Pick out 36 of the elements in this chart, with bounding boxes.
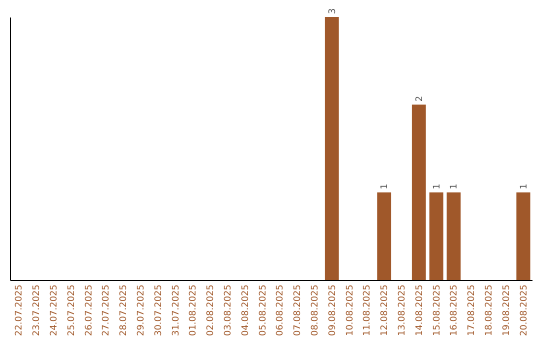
- data-label: 1: [450, 184, 460, 190]
- data-label: 1: [432, 184, 442, 190]
- x-tick-label: 19.08.2025: [502, 284, 512, 336]
- data-label: 1: [380, 184, 390, 190]
- x-tick-label: 23.07.2025: [32, 284, 42, 336]
- x-tick-label: 27.07.2025: [102, 284, 112, 336]
- x-tick-label: 20.08.2025: [519, 284, 530, 336]
- x-tick-label: 05.08.2025: [258, 284, 268, 336]
- x-tick-label: 26.07.2025: [84, 284, 94, 336]
- x-tick-label: 29.07.2025: [136, 284, 146, 336]
- x-tick-label: 12.08.2025: [380, 284, 390, 336]
- x-tick-label: 08.08.2025: [310, 284, 320, 336]
- x-tick-label: 04.08.2025: [240, 284, 251, 336]
- x-tick-label: 28.07.2025: [119, 284, 130, 336]
- x-tick-label: 15.08.2025: [432, 284, 442, 336]
- x-tick-label: 13.08.2025: [398, 284, 408, 336]
- x-tick-label: 09.08.2025: [328, 284, 338, 336]
- x-tick-label: 22.07.2025: [14, 284, 25, 336]
- x-tick-label: 30.07.2025: [154, 284, 164, 336]
- x-tick-label: 14.08.2025: [414, 284, 425, 336]
- data-label: 2: [414, 96, 425, 102]
- x-tick-label: 31.07.2025: [171, 284, 182, 336]
- data-label: 1: [519, 184, 530, 190]
- x-tick-label: 24.07.2025: [50, 284, 60, 336]
- x-tick-label: 01.08.2025: [188, 284, 199, 336]
- x-tick-label: 02.08.2025: [206, 284, 216, 336]
- x-tick-label: 03.08.2025: [224, 284, 234, 336]
- data-label: 3: [328, 8, 338, 14]
- x-tick-label: 17.08.2025: [467, 284, 478, 336]
- x-tick-label: 11.08.2025: [362, 284, 373, 336]
- x-tick-label: 16.08.2025: [450, 284, 460, 336]
- x-tick-label: 06.08.2025: [276, 284, 286, 336]
- x-tick-label: 18.08.2025: [484, 284, 494, 336]
- x-tick-label: 07.08.2025: [293, 284, 304, 336]
- x-tick-label: 25.07.2025: [66, 284, 77, 336]
- x-tick-label: 10.08.2025: [345, 284, 356, 336]
